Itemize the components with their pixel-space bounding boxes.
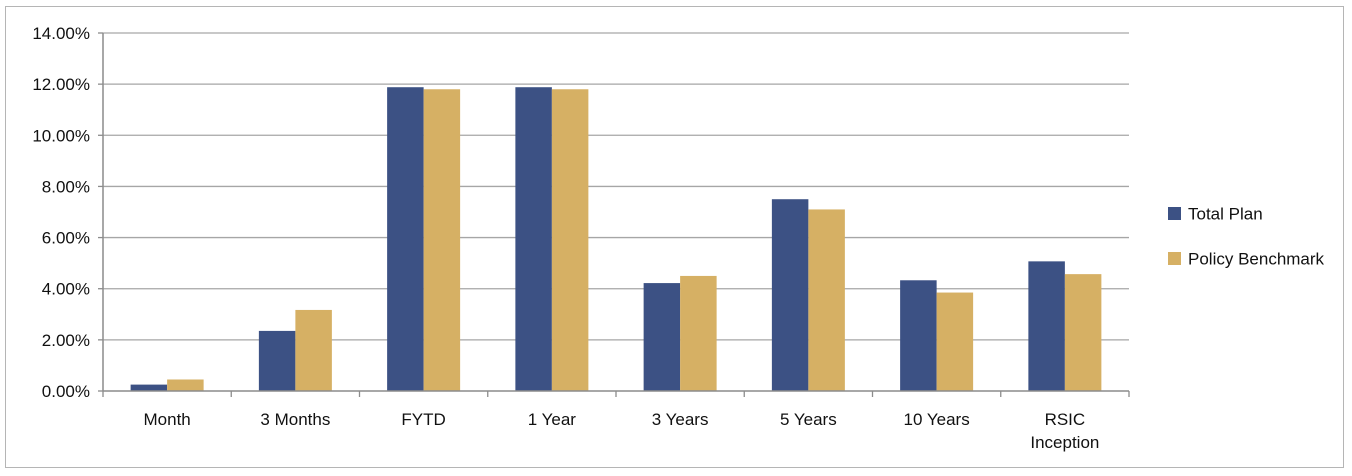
bar-policy-benchmark bbox=[680, 275, 717, 391]
bar-policy-benchmark bbox=[551, 89, 589, 391]
x-category-label: 5 Years bbox=[780, 410, 837, 429]
x-category-label: FYTD bbox=[401, 410, 445, 429]
x-category-label: 1 Year bbox=[528, 410, 577, 429]
bar-total-plan bbox=[515, 87, 552, 391]
x-category-label: Month bbox=[144, 410, 191, 429]
x-category-label: 3 Years bbox=[652, 410, 709, 429]
y-tick-label: 0.00% bbox=[42, 382, 90, 401]
y-tick-label: 12.00% bbox=[32, 75, 90, 94]
x-axis-category-labels: Month 3 Months FYTD 1 Year 3 Years 5 Years 10 … bbox=[144, 410, 1100, 452]
bar-total-plan bbox=[1028, 261, 1065, 391]
bar-total-plan bbox=[771, 199, 809, 391]
bar-total-plan bbox=[643, 283, 681, 391]
bar-policy-benchmark bbox=[295, 309, 332, 391]
legend-label: Total Plan bbox=[1188, 205, 1263, 224]
bar-total-plan bbox=[900, 280, 937, 391]
y-tick-label: 10.00% bbox=[32, 126, 90, 145]
y-tick-label: 2.00% bbox=[42, 331, 90, 350]
bar-total-plan bbox=[258, 330, 296, 391]
bars bbox=[130, 87, 1102, 391]
bar-policy-benchmark bbox=[167, 379, 204, 391]
bar-policy-benchmark bbox=[423, 89, 461, 391]
bar-total-plan bbox=[130, 384, 168, 391]
y-tick-label: 14.00% bbox=[32, 24, 90, 43]
x-category-label: RSIC Inception bbox=[1030, 410, 1099, 452]
bar-policy-benchmark bbox=[936, 292, 974, 391]
bar-policy-benchmark bbox=[808, 209, 845, 391]
bar-policy-benchmark bbox=[1064, 274, 1102, 391]
bar-total-plan bbox=[387, 87, 424, 391]
x-category-label: 10 Years bbox=[904, 410, 970, 429]
y-axis-tick-labels: 0.00% 2.00% 4.00% 6.00% 8.00% 10.00% 12.00% 14.… bbox=[32, 24, 90, 401]
legend-label: Policy Benchmark bbox=[1188, 250, 1325, 269]
axes bbox=[98, 32, 1130, 397]
gridlines bbox=[103, 32, 1129, 341]
y-tick-label: 4.00% bbox=[42, 280, 90, 299]
legend: Total Plan Policy Benchmark bbox=[1168, 205, 1325, 269]
y-tick-label: 8.00% bbox=[42, 177, 90, 196]
x-category-label: 3 Months bbox=[260, 410, 330, 429]
legend-swatch bbox=[1168, 252, 1181, 265]
y-tick-label: 6.00% bbox=[42, 229, 90, 248]
legend-swatch bbox=[1168, 207, 1181, 220]
